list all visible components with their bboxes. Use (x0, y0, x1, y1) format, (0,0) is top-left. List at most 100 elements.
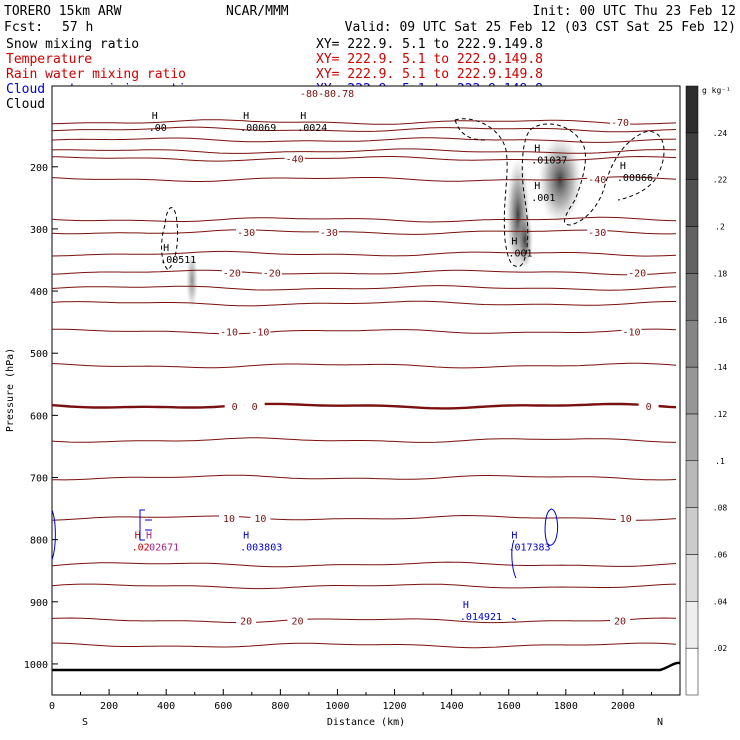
isotherm-label-bg-14-2 (638, 400, 659, 413)
y-tick-label-8: 1000 (24, 660, 48, 671)
x-axis-north-label: N (657, 717, 663, 728)
cloud-water-contour-dot (511, 617, 517, 621)
ice-contour-east (454, 118, 665, 267)
x-tick-label-5: 1000 (325, 701, 349, 712)
maximum-h-4: H (534, 143, 540, 154)
isotherm-label-bg-9-2 (627, 266, 648, 279)
isotherm-group (52, 119, 677, 649)
isotherm-label-9-1: -20 (263, 268, 281, 279)
maximum-h-9: H (146, 531, 152, 542)
colorbar-bin-0 (685, 647, 699, 696)
x-tick-label-3: 600 (214, 701, 232, 712)
y-tick-label-0: 200 (30, 163, 48, 174)
colorbar-bin-5 (685, 413, 699, 462)
isotherm-label-bg-5-0 (587, 173, 608, 186)
isotherm-8 (52, 250, 677, 257)
isotherm-label-bg-12-1 (250, 325, 271, 338)
isotherm-label-20-1: 20 (291, 616, 303, 627)
isotherm-label-12-0: -10 (220, 327, 238, 338)
isotherm-label-17-2: 10 (620, 514, 632, 525)
colorbar-bin-8 (685, 273, 699, 321)
top-clipped-label-0: -80 (300, 89, 318, 100)
x-tick-label-2: 400 (157, 701, 175, 712)
isotherm-12 (52, 328, 677, 335)
colorbar: .02 .04 .06 .08 .1 .12 .14 .16 .18 .2 .22 .24 (685, 85, 728, 696)
colorbar-label-10: .22 (713, 176, 728, 185)
colorbar-bin-1 (685, 601, 699, 649)
isotherm-7 (52, 229, 677, 235)
isotherm-3 (52, 148, 677, 154)
isotherm-6 (52, 216, 677, 223)
y-axis-title: Pressure (hPa) (5, 348, 16, 432)
maximum-h-2: H (300, 111, 306, 122)
isotherm-label-bg-17-1 (250, 511, 271, 524)
isotherm-label-bg-9-0 (221, 266, 242, 279)
y-tick-label-2: 400 (30, 287, 48, 298)
field-xy-0: XY= 222.9. 5.1 to 222.9.149.8 (316, 37, 543, 52)
model-title: TORERO 15km ARW (4, 4, 122, 19)
isotherm-label-bg-7-1 (318, 226, 339, 239)
isotherm-label-20-0: 20 (240, 616, 252, 627)
colorbar-label-6: .14 (713, 363, 728, 372)
maximum-h-5: H (620, 161, 626, 172)
colorbar-bin-6 (685, 366, 699, 415)
y-tick-label-7: 900 (30, 598, 48, 609)
maximum-value-6: .001 (531, 193, 555, 204)
isotherm-18 (52, 561, 677, 568)
maximum-value-12: .014921 (460, 612, 502, 623)
colorbar-bin-7 (685, 319, 699, 368)
isotherm-2 (52, 137, 677, 143)
fcst-value: 57 h (62, 20, 93, 35)
colorbar-label-11: .24 (713, 129, 728, 138)
field-name-2: Rain water mixing ratio (6, 67, 186, 82)
field-xy-2: XY= 222.9. 5.1 to 222.9.149.8 (316, 67, 543, 82)
maximum-value-10: .003803 (240, 543, 282, 554)
plot-area: -70 -40 -40 -30 -30 -30 -20 -20 -20 -10 -10 -10 0 0 0 1… (52, 89, 680, 672)
isotherm-20 (52, 617, 677, 624)
isotherm-label-bg-20-0 (236, 614, 257, 627)
x-tick-label-7: 1400 (440, 701, 464, 712)
y-tick-label-3: 500 (30, 349, 48, 360)
isotherm-label-bg-20-2 (610, 614, 631, 627)
isotherm-14 (52, 402, 677, 410)
field-name-0: Snow mixing ratio (6, 37, 139, 52)
isotherm-11 (52, 300, 676, 307)
y-tick-label-6: 800 (30, 536, 48, 547)
maximum-h-6: H (534, 181, 540, 192)
x-axis: 0 200 400 600 800 1000 1200 1400 1600 1800 2000 (49, 689, 652, 712)
x-axis-south-label: S (82, 717, 88, 728)
colorbar-bin-10 (685, 179, 699, 227)
y-axis: 200 300 400 500 600 700 800 900 1000 (24, 163, 58, 671)
colorbar-bin-3 (685, 507, 699, 555)
isotherm-label-bg-17-0 (218, 511, 239, 524)
snow-shading-lower (517, 210, 533, 270)
isotherm-label-bg-14-0 (224, 400, 245, 413)
x-tick-label-10: 2000 (611, 701, 635, 712)
field-xy-1: XY= 222.9. 5.1 to 222.9.149.8 (316, 52, 543, 67)
colorbar-label-1: .04 (713, 597, 728, 606)
isotherm-21 (52, 642, 677, 649)
isotherm-label-14-2: 0 (646, 402, 652, 413)
isotherm-15 (52, 437, 677, 443)
isotherm-10 (52, 285, 677, 291)
isotherm-label-bg-7-2 (587, 226, 608, 239)
isotherm-label-0-0: -70 (611, 118, 629, 129)
x-tick-label-8: 1600 (497, 701, 521, 712)
maximum-h-11: H (511, 531, 517, 542)
init-time: Init: 00 UTC Thu 23 Feb 12 (533, 4, 737, 19)
isotherm-5 (52, 176, 677, 182)
cloud-water-contour-south (511, 539, 517, 579)
cloud-water-contour-edge (52, 509, 56, 561)
colorbar-label-7: .16 (713, 316, 728, 325)
colorbar-label-4: .1 (715, 457, 725, 466)
y-tick-label-4: 600 (30, 411, 48, 422)
colorbar-label-0: .02 (713, 644, 728, 653)
colorbar-bin-9 (685, 226, 699, 274)
isotherm-label-12-2: -10 (622, 327, 640, 338)
isotherm-label-bg-9-1 (261, 266, 282, 279)
x-tick-label-4: 800 (271, 701, 289, 712)
isotherm-label-bg-7-0 (236, 226, 257, 239)
y-tick-label-5: 700 (30, 474, 48, 485)
x-axis-title: Distance (km) (327, 717, 405, 728)
colorbar-label-5: .12 (713, 410, 728, 419)
